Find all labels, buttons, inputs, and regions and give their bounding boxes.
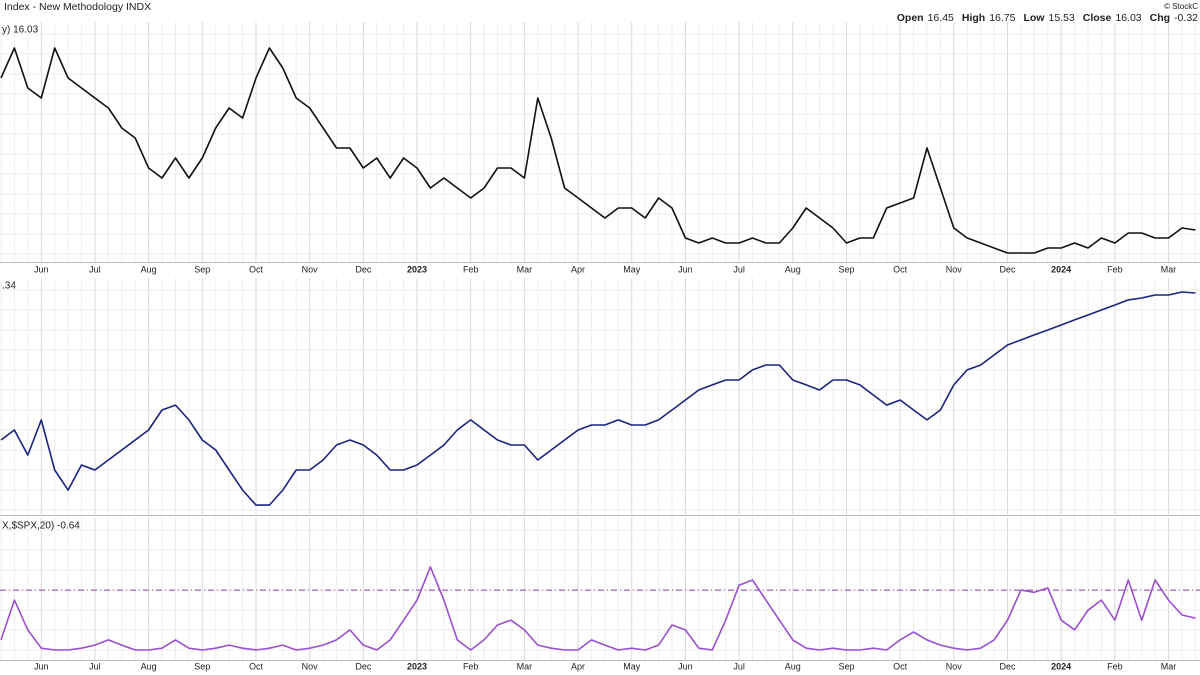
x-tick-label: Mar xyxy=(517,264,533,274)
x-tick-label: Nov xyxy=(302,661,319,671)
x-tick-label: Aug xyxy=(785,264,801,274)
ohlc-value: 16.45 xyxy=(928,12,954,24)
grid xyxy=(0,22,1200,660)
x-tick-label: Nov xyxy=(946,661,963,671)
x-tick-label: Feb xyxy=(1107,264,1123,274)
x-tick-label: Oct xyxy=(893,661,908,671)
source: © StockC xyxy=(1164,2,1198,11)
x-tick-label: May xyxy=(623,264,641,274)
header-title: Index - New Methodology INDX xyxy=(4,1,151,13)
x-tick-label: Apr xyxy=(571,264,585,274)
ohlc-value: 15.53 xyxy=(1048,12,1074,24)
ohlc-value: -0.32 xyxy=(1174,12,1198,24)
x-tick-label: Jul xyxy=(89,264,101,274)
x-tick-label: Jun xyxy=(34,264,49,274)
series-line xyxy=(0,566,1196,651)
x-tick-label: Sep xyxy=(838,264,854,274)
x-tick-label: Mar xyxy=(517,661,533,671)
x-tick-label: Oct xyxy=(249,661,264,671)
x-tick-label: Feb xyxy=(463,264,479,274)
x-tick-label: Mar xyxy=(1161,264,1177,274)
x-tick-label: Nov xyxy=(302,264,319,274)
x-tick-label: Dec xyxy=(999,661,1016,671)
panel-title: .34 xyxy=(2,281,16,292)
x-tick-label: Aug xyxy=(785,661,801,671)
x-tick-label: Oct xyxy=(893,264,908,274)
ohlc-label: High xyxy=(962,12,985,24)
x-tick-label: Jul xyxy=(733,264,745,274)
x-tick-label: 2023 xyxy=(407,661,427,671)
x-tick-label: Aug xyxy=(141,264,157,274)
x-tick-label: Jul xyxy=(733,661,745,671)
ohlc-label: Open xyxy=(897,12,924,24)
ohlc-label: Chg xyxy=(1150,12,1170,24)
x-tick-label: Dec xyxy=(999,264,1016,274)
series-line xyxy=(0,291,1196,506)
x-tick-label: Nov xyxy=(946,264,963,274)
x-tick-label: Mar xyxy=(1161,661,1177,671)
x-tick-label: Dec xyxy=(355,661,372,671)
panel-title: y) 16.03 xyxy=(2,25,39,36)
x-tick-label: Oct xyxy=(249,264,264,274)
x-tick-label: Sep xyxy=(194,661,210,671)
series-line xyxy=(0,47,1196,254)
x-tick-label: 2024 xyxy=(1051,264,1071,274)
x-tick-label: Jun xyxy=(34,661,49,671)
ohlc-value: 16.03 xyxy=(1115,12,1141,24)
x-tick-label: 2023 xyxy=(407,264,427,274)
x-tick-label: Sep xyxy=(838,661,854,671)
x-tick-label: Sep xyxy=(194,264,210,274)
x-tick-label: Feb xyxy=(1107,661,1123,671)
x-tick-label: Dec xyxy=(355,264,372,274)
x-tick-label: Feb xyxy=(463,661,479,671)
ohlc-label: Close xyxy=(1083,12,1112,24)
x-tick-label: Aug xyxy=(141,661,157,671)
x-tick-label: Apr xyxy=(571,661,585,671)
ohlc-label: Low xyxy=(1023,12,1045,24)
x-tick-label: Jul xyxy=(89,661,101,671)
x-tick-label: Jun xyxy=(678,661,693,671)
ohlc: Open 16.45 High 16.75 Low 15.53 Close 16.03 Chg -… xyxy=(897,12,1198,24)
x-tick-label: Jun xyxy=(678,264,693,274)
x-tick-label: May xyxy=(623,661,641,671)
ohlc-value: 16.75 xyxy=(989,12,1015,24)
panel-title: X,$SPX,20) -0.64 xyxy=(2,521,80,532)
x-tick-label: 2024 xyxy=(1051,661,1071,671)
